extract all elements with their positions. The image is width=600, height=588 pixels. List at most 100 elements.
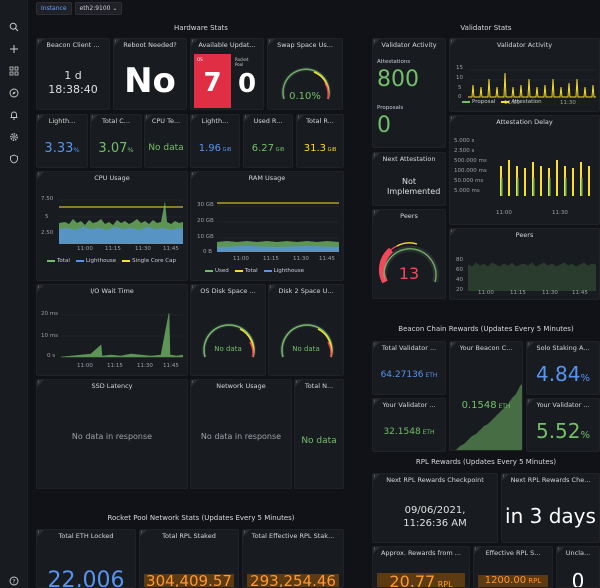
info-icon[interactable]: i	[450, 229, 457, 236]
section-rocketpool[interactable]: Rocket Pool Network Stats (Updates Every…	[107, 514, 295, 522]
panel-title[interactable]: Peers	[400, 212, 418, 220]
shield-icon[interactable]	[7, 152, 21, 166]
section-rpl-rewards[interactable]: RPL Rewards (Updates Every 5 Minutes)	[415, 458, 557, 466]
panel-title[interactable]: Solo Staking A...	[536, 344, 590, 352]
info-icon[interactable]: i	[191, 115, 198, 122]
panel-title[interactable]: Your Beacon C...	[459, 344, 513, 352]
section-validator[interactable]: Validator Stats	[460, 24, 512, 32]
instance-select[interactable]: eth2:9100 ⌄	[74, 2, 123, 15]
info-icon[interactable]: i	[244, 115, 251, 122]
legend-item[interactable]: Attestation	[501, 99, 542, 105]
panel-title[interactable]: Lighth...	[201, 117, 229, 125]
panel-title[interactable]: Peers	[515, 231, 534, 239]
panel-title[interactable]: Swap Space Us...	[277, 41, 333, 49]
plus-icon[interactable]	[7, 42, 21, 56]
info-icon[interactable]: i	[191, 380, 198, 387]
dashboards-icon[interactable]	[7, 64, 21, 78]
panel-title[interactable]: Next RPL Rewards Che...	[510, 476, 591, 484]
info-icon[interactable]: i	[191, 172, 198, 179]
solo-staking-value: 4.84	[535, 362, 581, 386]
panel-title[interactable]: SSD Latency	[91, 382, 133, 390]
explore-icon[interactable]	[7, 86, 21, 100]
legend-item[interactable]: Lighthouse	[75, 258, 116, 264]
info-icon[interactable]: i	[373, 399, 380, 406]
info-icon[interactable]: i	[191, 285, 198, 292]
info-icon[interactable]: i	[37, 115, 44, 122]
info-icon[interactable]: i	[243, 530, 250, 537]
total-cpu-value: 3.07	[98, 141, 128, 156]
panel-title[interactable]: Available Updat...	[198, 41, 256, 49]
info-icon[interactable]: i	[527, 342, 534, 349]
x-tick: 11:30	[552, 210, 568, 216]
x-tick: 11:45	[319, 256, 335, 262]
panel-title[interactable]: Effective RPL S...	[485, 549, 541, 557]
alert-bell-icon[interactable]	[7, 108, 21, 122]
panel-title[interactable]: CPU Te...	[151, 117, 181, 125]
panel-title[interactable]: Total Effective RPL Stak...	[251, 532, 335, 540]
info-icon[interactable]: i	[373, 210, 380, 217]
info-icon[interactable]: i	[373, 153, 380, 160]
panel-title[interactable]: Your Validator ...	[382, 401, 436, 409]
legend-item[interactable]: Total	[234, 268, 258, 274]
info-icon[interactable]: i	[557, 547, 564, 554]
info-icon[interactable]: i	[114, 39, 121, 46]
panel-title[interactable]: Your Validator ...	[536, 401, 590, 409]
legend-item[interactable]: Used	[205, 268, 229, 274]
search-icon[interactable]	[7, 20, 21, 34]
info-icon[interactable]: i	[474, 547, 481, 554]
panel-title[interactable]: Reboot Needed?	[123, 41, 177, 49]
settings-gear-icon[interactable]	[7, 130, 21, 144]
info-icon[interactable]: i	[450, 116, 457, 123]
legend-item[interactable]: Single Core Cap	[122, 258, 176, 264]
panel-title[interactable]: OS Disk Space ...	[200, 287, 256, 295]
info-icon[interactable]: i	[297, 115, 304, 122]
panel-title[interactable]: Beacon Client ...	[46, 41, 100, 49]
legend-item[interactable]: Lighthouse	[263, 268, 304, 274]
info-icon[interactable]: i	[191, 39, 198, 46]
panel-title[interactable]: Attestation Delay	[496, 118, 553, 126]
panel-title[interactable]: Used R...	[253, 117, 283, 125]
panel-title[interactable]: Total ETH Locked	[58, 532, 114, 540]
legend-item[interactable]: Total	[47, 258, 70, 264]
info-icon[interactable]: i	[373, 39, 380, 46]
panel-title[interactable]: Approx. Rewards from ...	[380, 549, 462, 557]
panel-title[interactable]: Disk 2 Space U...	[278, 287, 334, 295]
panel-title[interactable]: Next RPL Rewards Checkpoint	[386, 476, 484, 484]
info-icon[interactable]: i	[373, 547, 380, 554]
panel-title[interactable]: Lighth...	[48, 117, 76, 125]
panel-title[interactable]: Total N...	[304, 382, 334, 390]
info-icon[interactable]: i	[37, 39, 44, 46]
panel-title[interactable]: RAM Usage	[248, 174, 286, 182]
info-icon[interactable]: i	[502, 474, 509, 481]
panel-title[interactable]: Total C...	[102, 117, 130, 125]
panel-title[interactable]: Validator Activity	[496, 41, 553, 49]
panel-title[interactable]: CPU Usage	[94, 174, 130, 182]
panel-title[interactable]: Next Attestation	[382, 155, 436, 163]
info-icon[interactable]: i	[268, 39, 275, 46]
info-icon[interactable]: i	[37, 285, 44, 292]
info-icon[interactable]: i	[269, 285, 276, 292]
panel-title[interactable]: Validator Activity	[381, 41, 437, 49]
info-icon[interactable]: i	[37, 530, 44, 537]
panel-title[interactable]: Uncla...	[565, 549, 591, 557]
info-icon[interactable]: i	[91, 115, 98, 122]
section-hardware[interactable]: Hardware Stats	[174, 24, 228, 32]
info-icon[interactable]: i	[37, 380, 44, 387]
panel-title[interactable]: Total R...	[306, 117, 334, 125]
panel-title[interactable]: I/O Wait Time	[90, 287, 134, 295]
info-icon[interactable]: i	[527, 399, 534, 406]
info-icon[interactable]: i	[140, 530, 147, 537]
legend-item[interactable]: Proposal	[462, 99, 495, 105]
panel-title[interactable]: Total Validator ...	[381, 344, 437, 352]
info-icon[interactable]: i	[145, 115, 152, 122]
info-icon[interactable]: i	[373, 474, 380, 481]
help-icon[interactable]: ?	[7, 574, 21, 588]
info-icon[interactable]: i	[37, 172, 44, 179]
panel-title[interactable]: Network Usage	[216, 382, 266, 390]
info-icon[interactable]: i	[295, 380, 302, 387]
section-beacon-rewards[interactable]: Beacon Chain Rewards (Updates Every 5 Mi…	[398, 325, 574, 333]
info-icon[interactable]: i	[450, 342, 457, 349]
panel-title[interactable]: Total RPL Staked	[162, 532, 216, 540]
info-icon[interactable]: i	[373, 342, 380, 349]
info-icon[interactable]: i	[450, 39, 457, 46]
